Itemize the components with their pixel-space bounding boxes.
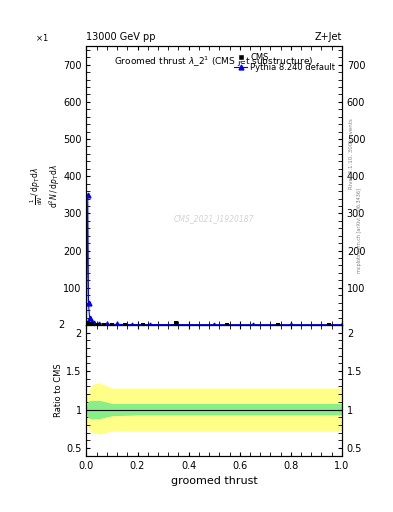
Point (326, 321, 332, 329)
Point (101, 321, 108, 329)
Text: 2: 2 (59, 320, 65, 330)
Point (122, 321, 128, 329)
Legend: CMS, Pythia 8.240 default: CMS, Pythia 8.240 default (232, 50, 338, 75)
Point (84, 319, 91, 328)
Point (140, 321, 146, 329)
Y-axis label: Ratio to CMS: Ratio to CMS (55, 364, 63, 417)
Text: Groomed thrust $\lambda\_2^1$ (CMS jet substructure): Groomed thrust $\lambda\_2^1$ (CMS jet s… (114, 54, 314, 69)
Point (86, 320, 93, 328)
X-axis label: groomed thrust: groomed thrust (171, 476, 257, 486)
Point (92, 321, 99, 329)
Point (88, 321, 95, 329)
Text: CMS_2021_I1920187: CMS_2021_I1920187 (174, 215, 254, 223)
Text: Rivet 3.1.10, 300k events: Rivet 3.1.10, 300k events (349, 118, 354, 189)
Text: mcplots.cern.ch [arXiv:1306.3436]: mcplots.cern.ch [arXiv:1306.3436] (357, 188, 362, 273)
Point (173, 319, 179, 327)
Text: 13000 GeV pp: 13000 GeV pp (86, 32, 156, 42)
Y-axis label: $\frac{1}{\mathrm{d}N}\,/\,\mathrm{d}p_T\,\mathrm{d}\lambda$
$\mathrm{d}^2N\,/\,: $\frac{1}{\mathrm{d}N}\,/\,\mathrm{d}p_T… (29, 163, 62, 208)
Point (224, 321, 230, 329)
Point (109, 321, 115, 329)
Text: Z+Jet: Z+Jet (314, 32, 342, 42)
Point (275, 321, 281, 329)
Point (96, 321, 102, 329)
Text: $\times 1$: $\times 1$ (35, 32, 49, 44)
